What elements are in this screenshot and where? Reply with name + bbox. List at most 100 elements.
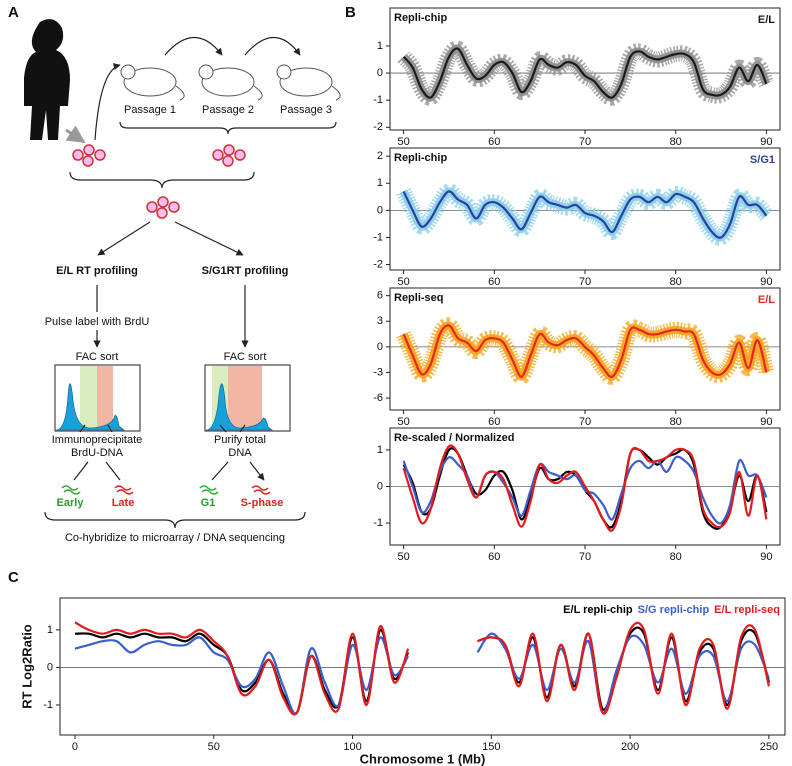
x-axis-label: Chromosome 1 (Mb) xyxy=(360,751,486,766)
facs-histogram xyxy=(54,364,291,432)
mice xyxy=(120,64,341,101)
x-tick-label: 200 xyxy=(621,741,639,753)
plot-area xyxy=(397,40,774,106)
plot-area xyxy=(402,444,768,532)
y-tick-label: 0 xyxy=(377,341,383,353)
legend-entry: E/L xyxy=(758,14,775,26)
x-tick-label: 70 xyxy=(579,551,591,563)
x-tick-label: 60 xyxy=(488,551,500,563)
x-tick-label: 60 xyxy=(488,136,500,148)
y-tick-label: 0 xyxy=(377,67,383,79)
legend-entry: E/L repli-chip xyxy=(563,604,633,616)
legend: S/G1 xyxy=(750,154,775,166)
plot-frame xyxy=(389,7,781,131)
plot-area xyxy=(396,317,775,385)
x-tick-label: 50 xyxy=(397,551,409,563)
x-tick-label: 70 xyxy=(579,136,591,148)
y-tick-label: 2 xyxy=(377,150,383,162)
line xyxy=(402,47,768,99)
y-tick-label: 0 xyxy=(377,480,383,492)
x-tick-label: 90 xyxy=(760,416,772,428)
step-label: Pulse label with BrdU xyxy=(45,316,150,328)
brace xyxy=(69,171,255,189)
y-tick-label: 0 xyxy=(377,204,383,216)
x-tick-label: 70 xyxy=(579,416,591,428)
dna-fragments xyxy=(61,485,271,495)
y-tick-label: -1 xyxy=(43,699,53,711)
y-tick-label: 3 xyxy=(377,315,383,327)
y-tick-label: 1 xyxy=(377,444,383,456)
x-tick-label: 70 xyxy=(579,276,591,288)
x-tick-label: 50 xyxy=(397,276,409,288)
legend: E/L xyxy=(758,294,775,306)
legend-entry: E/L repli-seq xyxy=(714,604,780,616)
arrow xyxy=(65,125,86,144)
chart-title: Repli-chip xyxy=(394,12,447,24)
y-tick-label: -1 xyxy=(373,517,383,529)
x-tick-label: 80 xyxy=(670,416,682,428)
chart-title: Repli-chip xyxy=(394,152,447,164)
branch-title: E/L RT profiling xyxy=(56,265,138,277)
line xyxy=(74,621,770,716)
x-tick-label: 80 xyxy=(670,276,682,288)
passage-label: Passage 1 xyxy=(124,104,176,116)
branch-title: S/G1RT profiling xyxy=(202,265,289,277)
arrow xyxy=(174,221,244,256)
y-tick-label: -1 xyxy=(373,231,383,243)
x-tick-label: 60 xyxy=(488,276,500,288)
arrow xyxy=(244,37,301,56)
step-label: FAC sort xyxy=(224,351,267,363)
y-tick-label: 6 xyxy=(377,290,383,302)
arrow xyxy=(94,63,121,141)
plot-frame xyxy=(59,597,786,736)
x-tick-label: 50 xyxy=(397,416,409,428)
step-label: Purify total xyxy=(214,434,266,446)
x-tick-label: 250 xyxy=(760,741,778,753)
y-tick-label: -2 xyxy=(373,121,383,133)
fraction-label: Late xyxy=(112,497,135,509)
cells xyxy=(72,144,246,219)
x-tick-label: 80 xyxy=(670,551,682,563)
diagram: Passage 1 Passage 2 Passage 3 E/L RT pro… xyxy=(24,19,341,544)
x-tick-label: 60 xyxy=(488,416,500,428)
y-tick-label: -2 xyxy=(373,258,383,270)
legend-entry: S/G1 xyxy=(750,154,775,166)
arrow xyxy=(164,37,223,56)
arrow xyxy=(79,424,246,433)
x-tick-label: 100 xyxy=(343,741,361,753)
y-tick-label: 1 xyxy=(377,40,383,52)
fraction-label: S-phase xyxy=(241,497,284,509)
panel-label: A xyxy=(8,4,19,21)
y-tick-label: -6 xyxy=(373,392,383,404)
step-label: Immunoprecipitate xyxy=(52,434,143,446)
footer-label: Co-hybridize to microarray / DNA sequenc… xyxy=(65,532,285,544)
x-tick-label: 50 xyxy=(397,136,409,148)
passage-label: Passage 2 xyxy=(202,104,254,116)
step-label: BrdU-DNA xyxy=(71,447,124,459)
fraction-label: G1 xyxy=(201,497,216,509)
x-tick-label: 90 xyxy=(760,551,772,563)
x-tick-label: 50 xyxy=(208,741,220,753)
brace xyxy=(44,511,306,529)
y-axis-label: RT Log2Ratio xyxy=(19,624,34,709)
legend-entry: S/G repli-chip xyxy=(638,604,710,616)
step-label: DNA xyxy=(228,447,252,459)
chart-title: Re-scaled / Normalized xyxy=(394,432,514,444)
legend-entry: E/L xyxy=(758,294,775,306)
fraction-label: Early xyxy=(57,497,85,509)
x-tick-label: 80 xyxy=(670,136,682,148)
legend: E/L xyxy=(758,14,775,26)
plot-area xyxy=(396,183,773,246)
legend: E/L repli-chip S/G repli-chip E/L repli-se… xyxy=(563,604,780,616)
line xyxy=(402,444,768,532)
x-tick-label: 150 xyxy=(482,741,500,753)
arrow xyxy=(97,221,151,256)
arrow xyxy=(73,461,264,480)
x-tick-label: 90 xyxy=(760,276,772,288)
panel-label: B xyxy=(345,4,356,21)
passage-label: Passage 3 xyxy=(280,104,332,116)
x-tick-label: 0 xyxy=(72,741,78,753)
step-label: FAC sort xyxy=(76,351,119,363)
